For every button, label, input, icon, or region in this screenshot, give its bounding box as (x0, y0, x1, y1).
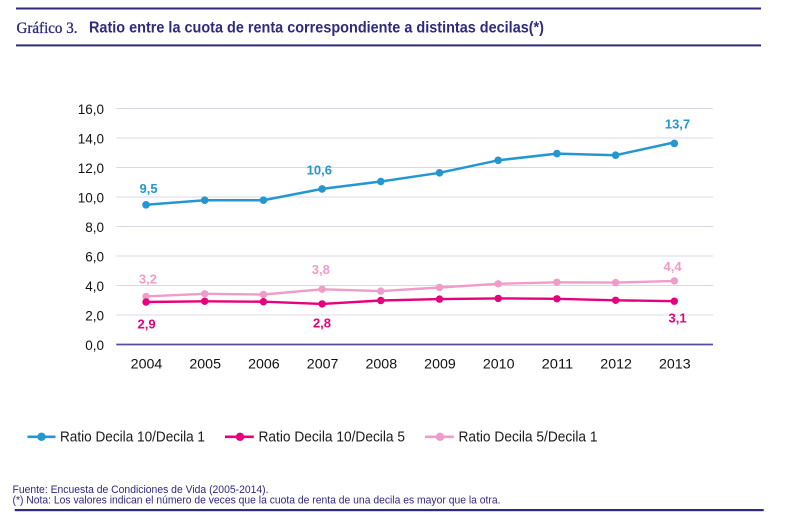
svg-text:3,1: 3,1 (669, 311, 687, 326)
svg-text:2013: 2013 (659, 356, 691, 371)
svg-text:Gráfico 3.: Gráfico 3. (17, 20, 78, 37)
svg-text:2008: 2008 (366, 356, 398, 371)
svg-text:14,0: 14,0 (78, 131, 104, 146)
svg-text:(*) Nota: Los valores indican: (*) Nota: Los valores indican el número … (13, 494, 501, 506)
svg-text:3,2: 3,2 (139, 272, 157, 287)
svg-text:3,8: 3,8 (312, 262, 330, 277)
svg-text:9,5: 9,5 (140, 181, 158, 196)
svg-text:2006: 2006 (248, 356, 280, 371)
svg-text:2005: 2005 (189, 356, 221, 371)
svg-text:4,0: 4,0 (85, 279, 104, 294)
svg-text:2012: 2012 (600, 356, 632, 371)
svg-text:2,9: 2,9 (138, 317, 156, 332)
svg-text:2011: 2011 (542, 356, 574, 371)
svg-text:4,4: 4,4 (664, 259, 683, 274)
svg-text:6,0: 6,0 (85, 249, 104, 264)
svg-text:2007: 2007 (307, 356, 339, 371)
svg-text:12,0: 12,0 (78, 161, 104, 176)
svg-text:2,0: 2,0 (85, 308, 104, 323)
svg-text:Fuente: Encuesta de Condicione: Fuente: Encuesta de Condiciones de Vida … (13, 484, 269, 496)
svg-text:16,0: 16,0 (78, 102, 104, 117)
svg-text:2010: 2010 (483, 356, 515, 371)
svg-text:Ratio Decila 5/Decila 1: Ratio Decila 5/Decila 1 (459, 429, 598, 445)
svg-text:Ratio Decila 10/Decila 1: Ratio Decila 10/Decila 1 (60, 429, 205, 445)
svg-text:8,0: 8,0 (85, 220, 104, 235)
svg-text:2009: 2009 (424, 356, 456, 371)
svg-text:0,0: 0,0 (85, 338, 104, 353)
svg-text:10,6: 10,6 (307, 162, 332, 177)
svg-text:13,7: 13,7 (665, 117, 690, 132)
svg-text:10,0: 10,0 (78, 190, 104, 205)
svg-text:Ratio Decila 10/Decila 5: Ratio Decila 10/Decila 5 (259, 429, 406, 445)
svg-text:Ratio entre la cuota de renta: Ratio entre la cuota de renta correspond… (89, 19, 544, 36)
svg-text:2004: 2004 (131, 356, 163, 371)
svg-text:2,8: 2,8 (313, 315, 331, 330)
